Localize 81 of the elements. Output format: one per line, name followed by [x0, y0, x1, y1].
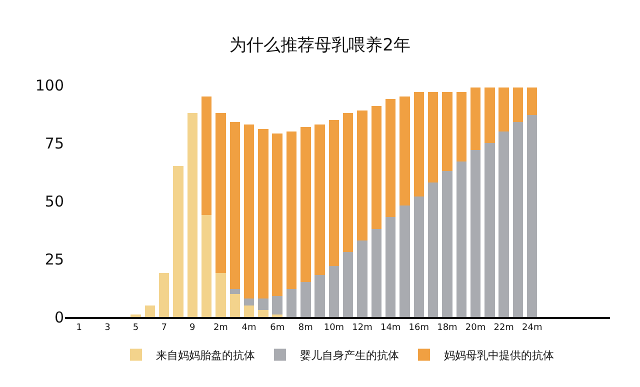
y-tick-label: 75	[44, 134, 64, 152]
bar	[414, 92, 424, 196]
bar	[400, 206, 410, 317]
bar	[244, 305, 254, 317]
y-tick-label: 0	[54, 308, 64, 326]
bar	[456, 162, 466, 317]
bar	[484, 87, 495, 143]
bar	[498, 87, 509, 132]
bar	[512, 87, 524, 122]
bar	[173, 166, 184, 317]
bar	[314, 275, 325, 317]
bar	[258, 129, 268, 298]
y-tick-label: 50	[44, 192, 64, 210]
bar	[272, 296, 282, 315]
bar	[428, 92, 438, 182]
bar	[371, 228, 382, 317]
bar	[343, 252, 354, 317]
legend-label: 来自妈妈胎盘的抗体	[156, 348, 255, 362]
bar	[385, 98, 396, 218]
bar	[470, 87, 481, 150]
legend-label: 妈妈母乳中提供的抗体	[444, 348, 554, 362]
bar	[357, 240, 368, 317]
bar	[527, 115, 538, 317]
bar	[385, 217, 396, 317]
bar	[258, 298, 268, 310]
bar	[230, 294, 240, 317]
bar	[144, 305, 156, 317]
bar	[244, 124, 254, 298]
bar	[442, 170, 452, 317]
bar	[343, 112, 354, 252]
bar	[216, 112, 226, 273]
x-tick-label: 7	[161, 322, 167, 333]
x-tick-label: 14m	[380, 322, 401, 333]
x-tick-label: 3	[104, 322, 110, 333]
x-tick-label: 24m	[522, 322, 542, 333]
x-tick-label: 10m	[324, 322, 344, 333]
bar	[442, 92, 452, 171]
x-tick-label: 1	[76, 322, 82, 333]
y-tick-label: 25	[44, 250, 64, 268]
bar	[300, 126, 311, 282]
bar	[357, 110, 368, 240]
x-tick-label: 4m	[242, 322, 256, 333]
x-tick-label: 5	[132, 322, 139, 333]
bar	[470, 150, 481, 317]
bar	[527, 87, 538, 116]
x-tick-label: 18m	[437, 322, 458, 333]
bar	[400, 96, 410, 206]
bar	[371, 106, 382, 229]
x-tick-label: 6m	[270, 322, 285, 333]
x-tick-label: 20m	[465, 322, 486, 333]
bar	[201, 96, 212, 215]
x-tick-label: 16m	[408, 322, 430, 333]
x-tick-label: 8m	[298, 322, 313, 333]
bar	[286, 131, 297, 290]
bar	[328, 266, 340, 317]
bar	[286, 289, 297, 317]
bar	[456, 92, 466, 162]
bar	[300, 282, 311, 317]
legend-label: 婴儿自身产生的抗体	[300, 348, 399, 362]
bar	[230, 122, 240, 290]
x-tick-label: 22m	[494, 322, 514, 333]
bar	[484, 143, 495, 317]
bar	[314, 124, 325, 276]
bar	[244, 298, 254, 306]
x-tick-label: 12m	[352, 322, 372, 333]
bar	[187, 112, 198, 317]
bar	[216, 272, 226, 317]
bar	[272, 134, 282, 296]
bar	[328, 120, 340, 266]
bar	[201, 214, 212, 317]
bar	[258, 310, 268, 317]
y-tick-label: 100	[35, 76, 64, 94]
x-tick-label: 2m	[213, 322, 228, 333]
bar	[512, 122, 524, 317]
bar	[230, 289, 240, 294]
x-tick-label: 9	[190, 322, 196, 333]
bar	[498, 131, 509, 317]
bar	[428, 182, 438, 317]
bar	[414, 196, 424, 317]
chart-title: 为什么推荐母乳喂养2年	[230, 36, 410, 56]
bar	[158, 272, 170, 317]
